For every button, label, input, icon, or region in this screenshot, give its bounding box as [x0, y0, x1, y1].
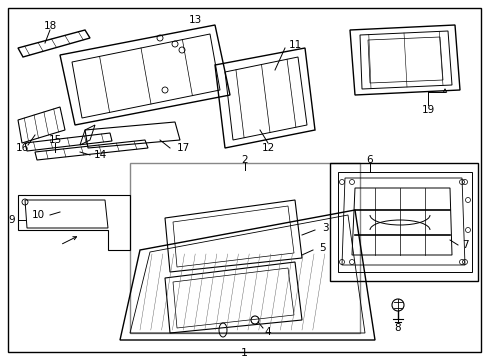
- Text: 11: 11: [288, 40, 301, 50]
- Text: 8: 8: [394, 323, 401, 333]
- Text: 19: 19: [421, 105, 434, 115]
- Text: 18: 18: [43, 21, 57, 31]
- Text: 14: 14: [93, 150, 106, 160]
- Text: 1: 1: [240, 348, 247, 358]
- Text: 7: 7: [461, 240, 468, 250]
- Text: 4: 4: [264, 327, 271, 337]
- Text: 12: 12: [261, 143, 274, 153]
- Text: 15: 15: [48, 135, 61, 145]
- Text: 3: 3: [321, 223, 327, 233]
- Text: 5: 5: [319, 243, 325, 253]
- Text: 9: 9: [8, 215, 15, 225]
- Text: 16: 16: [15, 143, 29, 153]
- Text: 13: 13: [188, 15, 201, 25]
- Text: 2: 2: [241, 155, 248, 165]
- Text: 10: 10: [31, 210, 44, 220]
- Bar: [130, 163, 359, 333]
- Text: 17: 17: [176, 143, 189, 153]
- Bar: [329, 163, 477, 281]
- Text: 6: 6: [366, 155, 372, 165]
